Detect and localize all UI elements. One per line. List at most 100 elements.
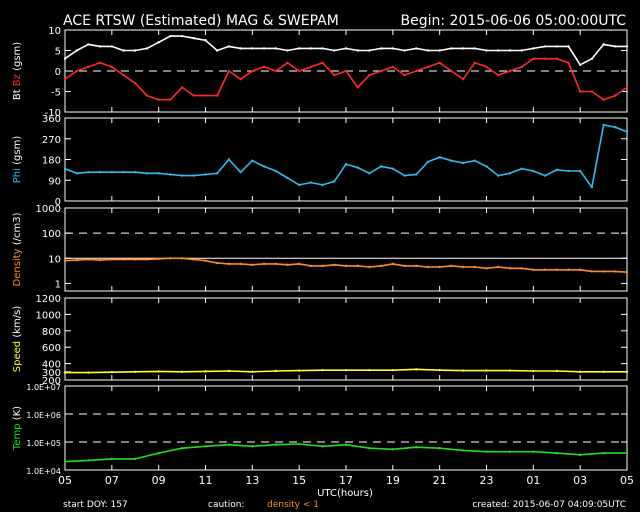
ylabel-part: (gsm) <box>12 136 23 168</box>
point-density <box>555 268 558 271</box>
point-bt <box>134 49 137 52</box>
ytick-label-phi: 90 <box>48 176 61 187</box>
point-density <box>309 264 313 268</box>
point-bz <box>614 94 617 97</box>
point-bz <box>379 69 383 73</box>
point-bz <box>567 61 570 64</box>
xtick-label: 21 <box>433 474 447 487</box>
ylabel-part: (K) <box>12 406 23 424</box>
point-bt <box>98 45 102 48</box>
ytick-label-speed: 600 <box>42 343 61 354</box>
created-time: created: 2015-06-07 04:09:05UTC <box>472 500 626 510</box>
point-speed <box>485 369 488 372</box>
point-density <box>262 262 266 266</box>
point-density <box>286 263 289 267</box>
point-temp <box>368 447 371 450</box>
point-bt <box>110 45 114 48</box>
point-phi <box>555 168 558 172</box>
point-phi <box>567 169 570 173</box>
point-density <box>532 268 535 271</box>
point-phi <box>532 169 535 173</box>
point-bz <box>520 65 523 69</box>
point-density <box>520 267 523 270</box>
point-phi <box>426 160 430 164</box>
point-temp <box>274 443 277 446</box>
point-bt <box>415 47 418 50</box>
point-bt <box>403 49 406 52</box>
point-bt <box>87 43 90 46</box>
point-bz <box>473 61 476 64</box>
point-bt <box>473 47 476 50</box>
point-phi <box>157 172 160 175</box>
point-density <box>485 267 488 270</box>
point-bt <box>497 49 500 52</box>
point-phi <box>403 174 406 177</box>
ytick-label-phi: 0 <box>55 197 61 208</box>
point-density <box>297 262 301 266</box>
point-bt <box>520 49 523 52</box>
point-density <box>87 258 90 261</box>
point-bz <box>192 94 195 97</box>
xtick-label: 13 <box>245 474 259 487</box>
xtick-label: 17 <box>339 474 353 487</box>
point-density <box>415 264 418 268</box>
point-speed <box>63 371 67 374</box>
point-phi <box>438 155 441 159</box>
point-density <box>204 259 207 262</box>
point-bz <box>356 86 359 89</box>
ylabel-temp: Temp (K) <box>12 406 23 451</box>
point-density <box>508 267 512 270</box>
point-bz <box>122 73 125 77</box>
point-bt <box>508 49 512 52</box>
point-speed <box>157 370 160 373</box>
point-bz <box>450 69 453 73</box>
point-temp <box>555 451 558 455</box>
point-bt <box>251 47 254 50</box>
ylabel-density: Density (/cm3) <box>12 212 23 286</box>
point-phi <box>461 161 465 165</box>
point-phi <box>625 130 629 134</box>
point-phi <box>75 172 78 175</box>
point-density <box>473 265 476 269</box>
point-phi <box>543 174 547 177</box>
point-bt <box>309 47 313 50</box>
point-bt <box>180 34 184 38</box>
point-temp <box>532 450 535 453</box>
point-phi <box>309 181 313 184</box>
point-bz <box>216 94 219 97</box>
point-bt <box>543 45 547 48</box>
point-density <box>216 261 219 265</box>
xtick-label: 03 <box>573 474 587 487</box>
point-temp <box>625 451 629 455</box>
ylabel-speed: Speed (km/s) <box>12 306 23 373</box>
point-bz <box>403 73 406 77</box>
point-density <box>192 258 195 261</box>
point-density <box>180 257 184 260</box>
point-density <box>321 264 324 268</box>
point-bz <box>415 69 418 73</box>
point-phi <box>180 174 184 177</box>
point-temp <box>251 445 254 448</box>
point-bt <box>321 47 324 50</box>
point-speed <box>227 369 231 373</box>
point-phi <box>497 174 500 177</box>
xtick-label: 19 <box>386 474 400 487</box>
point-speed <box>578 370 582 373</box>
point-density <box>145 258 149 261</box>
point-speed <box>204 370 207 373</box>
point-bz <box>461 78 465 81</box>
caution-label: caution: <box>208 500 244 510</box>
point-speed <box>368 368 371 372</box>
point-bz <box>239 78 242 81</box>
point-phi <box>379 165 383 168</box>
panels-group: 10 5 0 -5 -10 Bt Bz (gsm) 360 270 180 90 0 Phi (gsm… <box>12 26 629 476</box>
point-bt <box>333 49 336 52</box>
point-density <box>438 265 441 269</box>
point-density <box>450 264 453 268</box>
point-temp <box>227 443 231 446</box>
point-bz <box>555 57 558 60</box>
point-bt <box>297 47 301 50</box>
ytick-label-phi: 180 <box>42 156 61 167</box>
point-phi <box>87 170 90 174</box>
